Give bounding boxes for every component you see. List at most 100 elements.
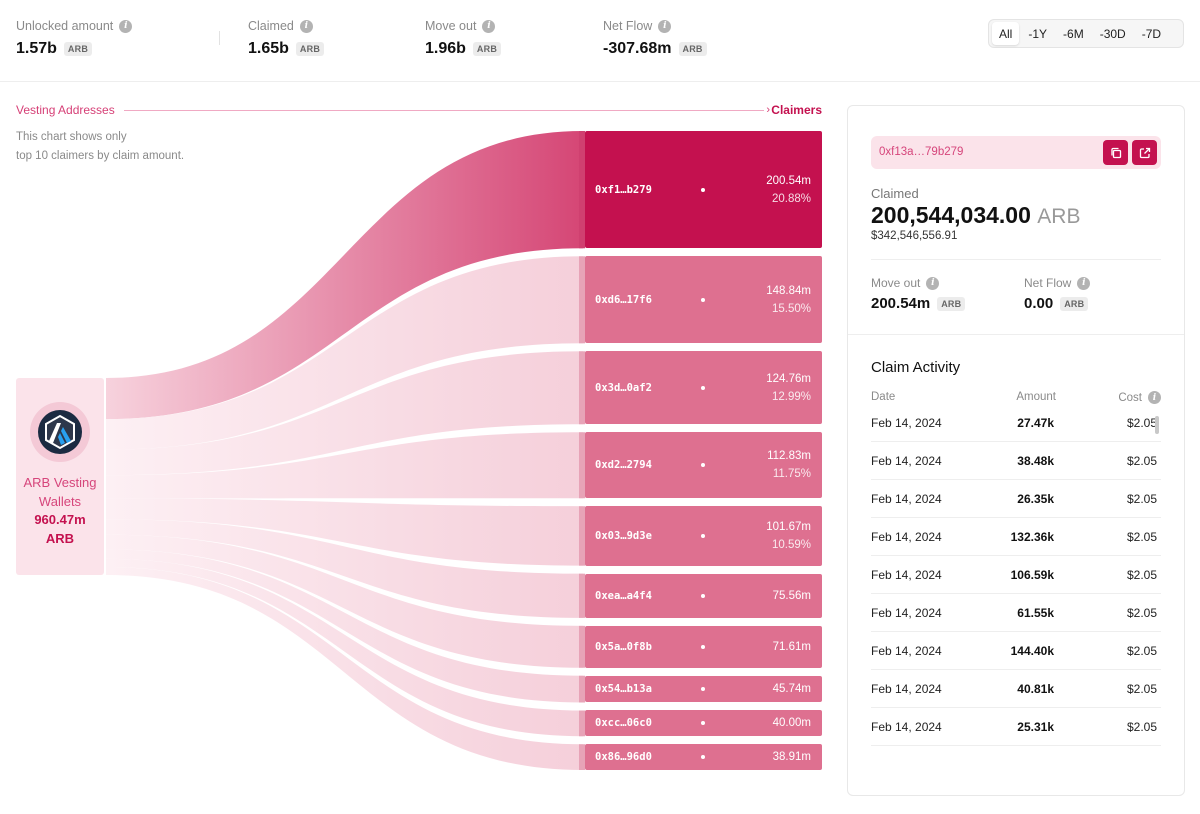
move-out-stat: Move out i 200.54m ARB <box>871 276 966 312</box>
sankey-link[interactable] <box>106 549 583 703</box>
stat-value: 1.96b <box>425 40 466 57</box>
stat-value: 1.57b <box>16 40 57 57</box>
stat-label: Claimed <box>248 19 294 33</box>
move-out-label: Move out <box>871 276 921 290</box>
row-date: Feb 14, 2024 <box>871 644 942 658</box>
info-icon[interactable]: i <box>482 19 496 33</box>
claimer-node[interactable]: 0x54…b13a 45.74m <box>585 675 822 703</box>
info-icon[interactable]: i <box>658 19 672 33</box>
sankey-link-edge <box>579 506 585 566</box>
sankey-link[interactable] <box>106 558 583 737</box>
info-icon[interactable]: i <box>299 19 313 33</box>
activity-table-body: Feb 14, 2024 27.47k $2.05 Feb 14, 2024 38.48… <box>871 404 1161 746</box>
table-row[interactable]: Feb 14, 2024 38.48k $2.05 <box>871 442 1161 480</box>
claimer-amount: 148.84m <box>766 284 811 297</box>
dot-icon <box>701 644 705 649</box>
time-range-selector: All -1Y -6M -30D -7D <box>988 19 1184 48</box>
sankey-link-edge <box>579 131 585 249</box>
claimer-amount: 71.61m <box>772 640 811 653</box>
chevron-right-icon: › <box>766 104 770 116</box>
table-row[interactable]: Feb 14, 2024 26.35k $2.05 <box>871 480 1161 518</box>
claimer-percent: 20.88% <box>771 192 811 205</box>
claimer-values: 112.83m 11.75% <box>767 447 811 483</box>
stat-claimed: Claimed i 1.65b ARB <box>248 18 325 58</box>
info-icon[interactable]: i <box>119 19 133 33</box>
claimer-values: 200.54m 20.88% <box>766 172 811 208</box>
claimer-node[interactable]: 0xf1…b279 200.54m 20.88% <box>585 131 822 249</box>
flow-to-label: Claimers <box>771 103 822 117</box>
row-cost: $2.05 <box>1126 644 1157 658</box>
range-all-button[interactable]: All <box>992 22 1020 45</box>
stats-bar: Unlocked amount i 1.57b ARB Claimed i 1.65b… <box>0 0 1200 82</box>
copy-button[interactable] <box>1103 140 1128 165</box>
sankey-link-edge <box>579 675 585 703</box>
row-cost: $2.05 <box>1126 492 1157 506</box>
info-icon[interactable]: i <box>1148 391 1161 404</box>
chart-note-line: top 10 claimers by claim amount. <box>16 150 185 162</box>
range-7d-button[interactable]: -7D <box>1141 26 1162 41</box>
sankey-link[interactable] <box>106 498 583 566</box>
sankey-link[interactable] <box>106 256 583 450</box>
range-30d-button[interactable]: -30D <box>1099 26 1126 41</box>
flow-from-label: Vesting Addresses <box>16 103 115 117</box>
row-amount: 106.59k <box>1010 568 1054 582</box>
sankey-link[interactable] <box>106 534 583 668</box>
claimed-label: Claimed <box>871 186 919 201</box>
claimer-node[interactable]: 0xd2…2794 112.83m 11.75% <box>585 432 822 499</box>
column-date: Date <box>871 391 896 403</box>
dot-icon <box>701 463 705 468</box>
unit-badge: ARB <box>295 42 325 56</box>
table-row[interactable]: Feb 14, 2024 144.40k $2.05 <box>871 632 1161 670</box>
claimer-amount: 75.56m <box>772 589 811 602</box>
external-link-icon <box>1139 147 1150 158</box>
table-row[interactable]: Feb 14, 2024 106.59k $2.05 <box>871 556 1161 594</box>
claimer-node[interactable]: 0x03…9d3e 101.67m 10.59% <box>585 506 822 566</box>
row-cost: $2.05 <box>1126 530 1157 544</box>
move-out-value: 200.54m <box>871 295 931 312</box>
info-icon[interactable]: i <box>926 276 940 290</box>
sankey-link[interactable] <box>106 432 583 499</box>
unit-badge: ARB <box>1060 296 1089 311</box>
sankey-link[interactable] <box>106 519 583 618</box>
range-6m-button[interactable]: -6M <box>1063 26 1084 41</box>
claimer-values: 45.74m <box>773 680 811 698</box>
row-date: Feb 14, 2024 <box>871 530 942 544</box>
row-date: Feb 14, 2024 <box>871 682 942 696</box>
claimer-node[interactable]: 0xcc…06c0 40.00m <box>585 710 822 737</box>
claimer-node[interactable]: 0xea…a4f4 75.56m <box>585 573 822 618</box>
unit-badge: ARB <box>678 42 707 56</box>
row-amount: 25.31k <box>1017 720 1054 734</box>
claimer-address: 0xf1…b279 <box>595 183 652 196</box>
claimer-node[interactable]: 0x86…96d0 38.91m <box>585 744 822 770</box>
claimer-node[interactable]: 0x3d…0af2 124.76m 12.99% <box>585 351 822 425</box>
table-row[interactable]: Feb 14, 2024 25.31k $2.05 <box>871 708 1161 746</box>
table-row[interactable]: Feb 14, 2024 132.36k $2.05 <box>871 518 1161 556</box>
claimer-address: 0x03…9d3e <box>595 529 652 542</box>
row-cost: $2.05 <box>1126 606 1157 620</box>
row-date: Feb 14, 2024 <box>871 720 942 734</box>
claimer-values: 124.76m 12.99% <box>766 370 811 406</box>
info-icon[interactable]: i <box>1077 276 1091 290</box>
sankey-link[interactable] <box>106 567 583 770</box>
claimer-address: 0xcc…06c0 <box>595 717 652 730</box>
sankey-link[interactable] <box>106 131 583 420</box>
table-row[interactable]: Feb 14, 2024 27.47k $2.05 <box>871 404 1161 442</box>
claimer-node[interactable]: 0xd6…17f6 148.84m 15.50% <box>585 256 822 344</box>
scrollbar-thumb[interactable] <box>1155 416 1159 434</box>
sankey-link[interactable] <box>106 351 583 476</box>
claimer-values: 71.61m <box>773 638 811 656</box>
table-row[interactable]: Feb 14, 2024 40.81k $2.05 <box>871 670 1161 708</box>
claimer-node[interactable]: 0x5a…0f8b 71.61m <box>585 625 822 668</box>
source-node[interactable]: ARB Vesting Wallets 960.47m ARB <box>16 378 104 575</box>
claimer-address: 0xf13a…79b279 <box>879 146 964 158</box>
table-row[interactable]: Feb 14, 2024 61.55k $2.05 <box>871 594 1161 632</box>
divider <box>848 334 1184 335</box>
external-link-button[interactable] <box>1132 140 1157 165</box>
range-1y-button[interactable]: -1Y <box>1028 26 1048 41</box>
row-cost: $2.05 <box>1126 720 1157 734</box>
claimer-values: 38.91m <box>773 748 811 766</box>
chart-note-line: This chart shows only <box>16 131 127 143</box>
claimer-percent: 11.75% <box>772 468 811 481</box>
net-flow-label: Net Flow <box>1024 276 1072 290</box>
address-box: 0xf13a…79b279 <box>871 136 1161 169</box>
